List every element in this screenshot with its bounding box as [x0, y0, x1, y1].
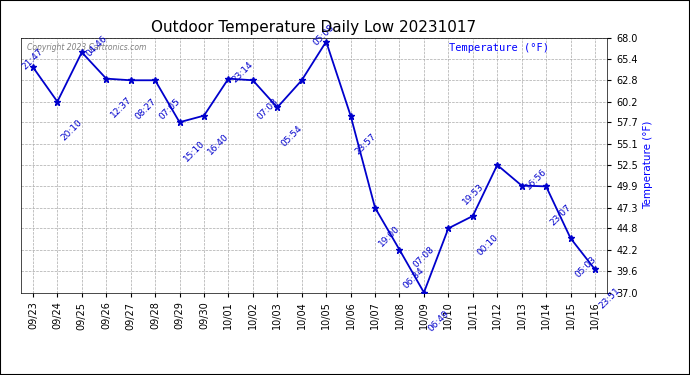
Text: 05:54: 05:54	[279, 124, 304, 148]
Text: 07:08: 07:08	[412, 245, 436, 270]
Text: 19:00: 19:00	[377, 224, 402, 249]
Title: Outdoor Temperature Daily Low 20231017: Outdoor Temperature Daily Low 20231017	[151, 20, 477, 35]
Text: 23:57: 23:57	[353, 132, 377, 157]
Text: 21:47: 21:47	[21, 46, 45, 71]
Text: 23:51: 23:51	[598, 286, 622, 310]
Text: 12:37: 12:37	[109, 95, 133, 120]
Text: 15:10: 15:10	[182, 139, 206, 164]
Text: 00:10: 00:10	[475, 232, 500, 257]
Text: 07:08: 07:08	[255, 97, 280, 122]
Text: 06:34: 06:34	[402, 266, 426, 291]
Text: 19:53: 19:53	[461, 182, 485, 206]
Text: 08:27: 08:27	[133, 97, 158, 122]
Text: 07:05: 07:05	[157, 97, 182, 122]
Text: 23:14: 23:14	[231, 60, 255, 84]
Y-axis label: Temperature (°F): Temperature (°F)	[644, 121, 653, 209]
Text: Copyright 2023 Cartronics.com: Copyright 2023 Cartronics.com	[26, 43, 146, 52]
Text: 23:07: 23:07	[549, 203, 573, 228]
Text: 04:46: 04:46	[84, 33, 109, 58]
Text: 20:10: 20:10	[60, 118, 84, 143]
Text: 16:40: 16:40	[206, 132, 231, 157]
Text: 05:03: 05:03	[573, 255, 598, 279]
Text: 16:56: 16:56	[524, 166, 549, 191]
Text: Temperature (°F): Temperature (°F)	[448, 43, 549, 52]
Text: 06:49: 06:49	[426, 309, 451, 334]
Text: 05:08: 05:08	[311, 23, 336, 47]
